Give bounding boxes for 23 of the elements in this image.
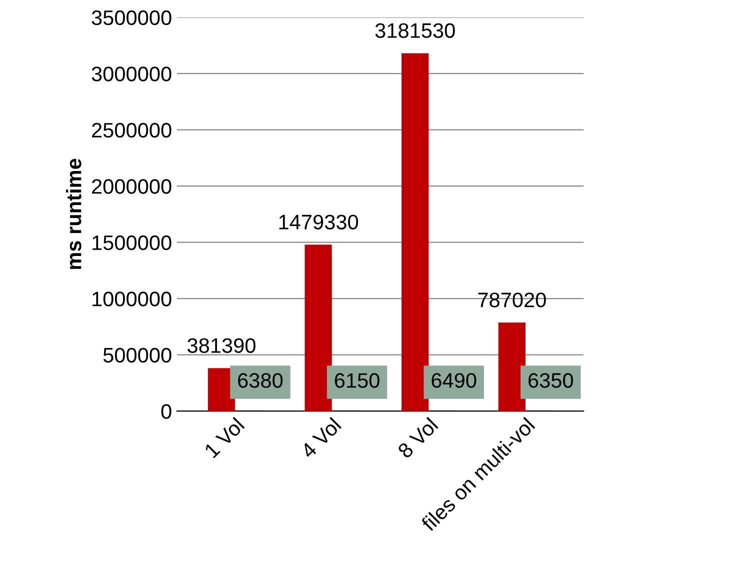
data-label: 3181530 — [375, 23, 455, 38]
y-tick-label: 500000 — [103, 348, 172, 363]
bar — [498, 322, 526, 412]
data-label: 6150 — [334, 373, 380, 388]
data-label: 6350 — [528, 373, 574, 388]
y-tick-label: 2000000 — [92, 179, 172, 194]
x-tick-label: 8 Vol — [396, 416, 439, 459]
y-tick-label: 3500000 — [92, 10, 172, 26]
data-label: 381390 — [188, 338, 256, 353]
x-tick-label: 1 Vol — [203, 416, 245, 458]
y-tick-label: 2500000 — [92, 122, 172, 138]
y-tick-label: 1500000 — [92, 235, 172, 250]
bar — [402, 53, 429, 412]
y-axis-title: ms runtime — [66, 158, 82, 269]
data-label: 6380 — [238, 373, 283, 388]
bar — [304, 244, 332, 412]
y-tick-label: 3000000 — [92, 66, 172, 82]
x-tick-label: 4 Vol — [299, 416, 342, 460]
data-label: 1479330 — [279, 214, 358, 230]
data-label: 6490 — [432, 373, 476, 388]
y-tick-label: 0 — [161, 404, 172, 419]
y-tick-label: 1000000 — [92, 292, 172, 306]
data-label: 787020 — [478, 292, 546, 308]
